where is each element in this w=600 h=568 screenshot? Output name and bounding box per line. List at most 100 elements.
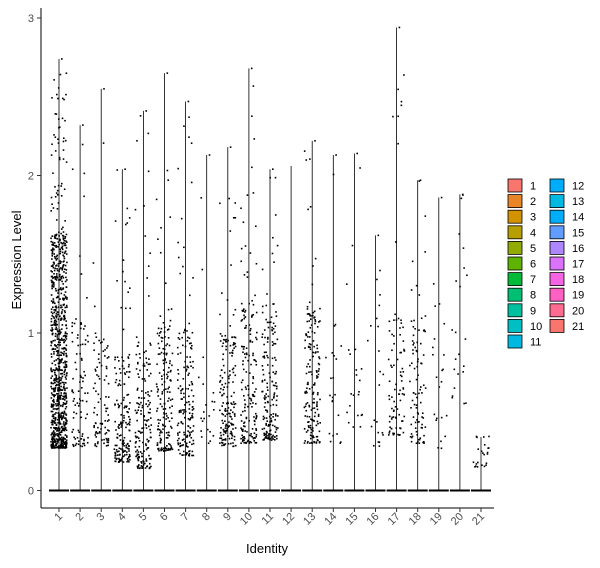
data-point <box>255 360 257 363</box>
data-point <box>222 353 225 356</box>
data-point <box>63 98 65 101</box>
data-point <box>241 440 244 443</box>
data-point <box>227 443 230 445</box>
data-point <box>443 322 446 325</box>
data-point <box>125 406 128 409</box>
data-point <box>120 414 123 416</box>
data-point <box>149 458 152 460</box>
legend-label: 1 <box>530 181 536 193</box>
data-point <box>261 390 264 393</box>
data-point <box>483 436 485 438</box>
data-point <box>65 439 68 442</box>
data-point <box>316 420 319 423</box>
data-point <box>56 354 59 357</box>
data-point <box>167 400 169 402</box>
data-point <box>275 437 278 440</box>
data-point <box>312 384 315 386</box>
data-point <box>400 319 402 322</box>
data-point <box>399 371 402 373</box>
data-point <box>52 316 55 318</box>
data-point <box>60 369 63 371</box>
data-point <box>264 409 267 411</box>
data-point <box>378 304 381 307</box>
data-point <box>410 362 413 365</box>
data-point <box>229 374 231 376</box>
data-point <box>261 379 264 382</box>
data-point <box>255 435 258 438</box>
data-point <box>54 328 57 330</box>
data-point <box>84 374 86 377</box>
data-point <box>50 377 52 379</box>
data-point <box>81 433 84 435</box>
data-point <box>64 407 67 410</box>
data-point <box>244 386 247 388</box>
data-point <box>55 375 58 377</box>
data-point <box>135 336 138 338</box>
data-point <box>168 366 170 369</box>
data-point <box>388 394 390 397</box>
data-point <box>54 267 56 270</box>
data-point <box>167 328 170 331</box>
data-point <box>56 269 59 272</box>
data-point <box>124 280 126 283</box>
data-point <box>61 268 63 270</box>
data-point <box>94 370 97 372</box>
data-point <box>230 395 233 398</box>
data-point <box>102 338 105 341</box>
data-point <box>337 414 340 417</box>
data-point <box>99 398 102 400</box>
data-point <box>52 440 54 443</box>
data-point <box>60 232 62 235</box>
data-point <box>149 252 151 255</box>
data-point <box>179 442 182 445</box>
data-point <box>264 379 266 381</box>
data-point <box>51 423 54 426</box>
data-point <box>310 315 312 317</box>
data-point <box>116 433 119 435</box>
data-point <box>244 316 247 318</box>
data-point <box>184 404 186 406</box>
data-point <box>118 450 120 453</box>
data-point <box>264 433 267 436</box>
x-tick-label: 15 <box>343 511 360 528</box>
data-point <box>55 246 57 248</box>
data-point <box>417 374 419 376</box>
data-point <box>53 244 56 247</box>
data-point <box>262 369 264 371</box>
data-point <box>58 368 60 371</box>
data-point <box>413 367 416 370</box>
data-point <box>379 269 381 272</box>
data-point <box>62 381 65 384</box>
data-point <box>93 342 95 345</box>
data-point <box>229 344 232 347</box>
data-point <box>58 270 60 272</box>
data-point <box>54 413 56 415</box>
data-point <box>135 436 138 439</box>
data-point <box>117 384 119 387</box>
data-point <box>387 434 390 436</box>
data-point <box>250 399 253 402</box>
data-point <box>265 351 267 354</box>
data-point <box>253 395 256 398</box>
data-point <box>273 392 276 394</box>
data-point <box>339 441 342 443</box>
data-point <box>188 337 191 340</box>
data-point <box>243 274 246 276</box>
data-point <box>63 239 66 242</box>
data-point <box>419 179 422 182</box>
data-point <box>60 389 63 391</box>
data-point <box>74 444 77 447</box>
data-point <box>415 442 418 445</box>
data-point <box>161 405 163 408</box>
data-point <box>148 403 150 406</box>
data-point <box>256 331 258 334</box>
data-point <box>63 244 66 247</box>
data-point <box>127 459 129 462</box>
data-point <box>86 413 88 416</box>
data-point <box>81 143 84 146</box>
data-point <box>267 338 269 340</box>
data-point <box>377 325 379 328</box>
data-point <box>61 58 63 60</box>
data-point <box>240 420 243 422</box>
data-point <box>59 423 62 425</box>
